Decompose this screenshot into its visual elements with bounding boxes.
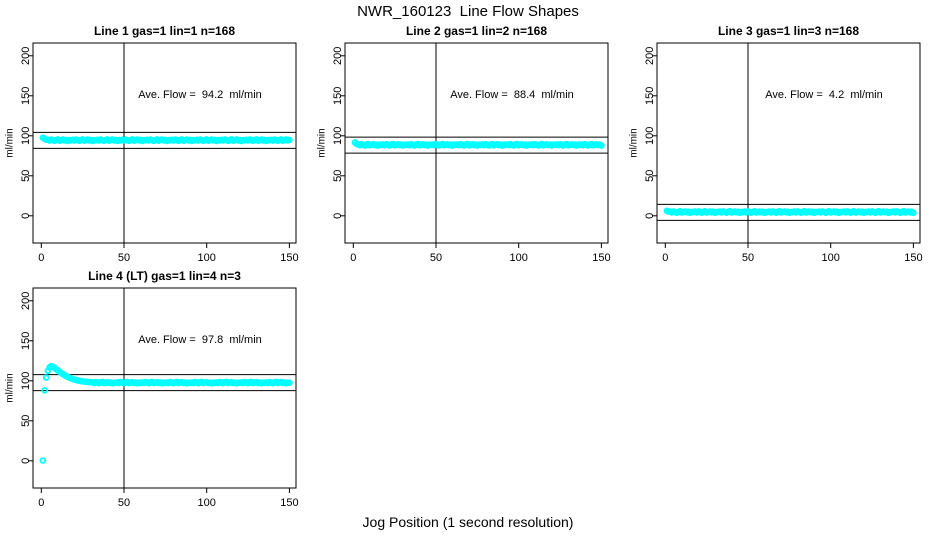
svg-text:200: 200 [332, 47, 344, 65]
svg-text:200: 200 [20, 292, 32, 310]
figure-title: NWR_160123 Line Flow Shapes [357, 3, 579, 20]
svg-text:50: 50 [332, 170, 344, 182]
svg-text:150: 150 [904, 252, 922, 264]
y-axis-ticks: 0 50 100 150 200 [20, 292, 33, 464]
x-axis-ticks: 0 50 100 150 [38, 243, 299, 264]
svg-text:100: 100 [198, 497, 216, 509]
y-axis-ticks: 0 50 100 150 200 [644, 47, 657, 219]
svg-text:100: 100 [198, 252, 216, 264]
plot-canvas-line-3: 0 50 100 150 0 50 100 150 200 [644, 42, 923, 264]
panel-title: Line 4 (LT) gas=1 lin=4 n=3 [88, 269, 241, 283]
svg-text:200: 200 [644, 47, 656, 65]
crosshair-lines [33, 288, 296, 488]
x-axis-ticks: 0 50 100 150 [38, 488, 299, 509]
plot-canvas-line-1: 0 50 100 150 0 50 100 150 200 [20, 42, 299, 264]
panel-title: Line 1 gas=1 lin=1 n=168 [93, 24, 236, 38]
svg-text:100: 100 [20, 127, 32, 145]
panel-line-3: 0 50 100 150 0 50 100 150 200 Line 3 gas=1 lin=3… [624, 20, 936, 265]
x-axis-ticks: 0 50 100 150 [350, 243, 611, 264]
svg-text:100: 100 [822, 252, 840, 264]
plot-box [344, 42, 609, 244]
svg-text:150: 150 [280, 497, 298, 509]
y-axis-ticks: 0 50 100 150 200 [332, 47, 345, 219]
svg-text:0: 0 [38, 497, 44, 509]
svg-text:150: 150 [644, 87, 656, 105]
ave-flow-annotation: Ave. Flow = 4.2 ml/min [765, 89, 883, 101]
svg-text:50: 50 [742, 252, 754, 264]
y-axis-ticks: 0 50 100 150 200 [20, 47, 33, 219]
panel-line-4: 0 50 100 150 0 50 100 150 200 Line 4 (LT) gas=1 … [0, 265, 312, 510]
ave-flow-annotation: Ave. Flow = 94.2 ml/min [138, 89, 262, 101]
x-axis-ticks: 0 50 100 150 [662, 243, 923, 264]
data-points [663, 207, 917, 217]
ave-flow-annotation: Ave. Flow = 97.8 ml/min [138, 334, 262, 346]
plot-canvas-line-4: 0 50 100 150 0 50 100 150 200 [20, 287, 299, 509]
svg-text:0: 0 [350, 252, 356, 264]
svg-text:100: 100 [20, 372, 32, 390]
x-axis-label: Jog Position (1 second resolution) [362, 514, 574, 530]
data-points [351, 139, 605, 149]
plot-canvas-line-2: 0 50 100 150 0 50 100 150 200 [332, 42, 611, 264]
svg-text:50: 50 [20, 170, 32, 182]
svg-text:0: 0 [644, 213, 656, 219]
svg-text:50: 50 [644, 170, 656, 182]
svg-text:100: 100 [510, 252, 528, 264]
y-axis-label: ml/min [4, 373, 16, 403]
svg-text:0: 0 [20, 213, 32, 219]
y-axis-label: ml/min [316, 128, 328, 158]
svg-text:150: 150 [20, 332, 32, 350]
plot-box [656, 42, 921, 244]
ave-flow-annotation: Ave. Flow = 88.4 ml/min [450, 89, 574, 101]
svg-text:150: 150 [332, 87, 344, 105]
data-points [39, 134, 293, 145]
svg-text:0: 0 [38, 252, 44, 264]
svg-text:100: 100 [332, 127, 344, 145]
plot-box [32, 287, 297, 489]
svg-text:0: 0 [20, 458, 32, 464]
panel-line-1: 0 50 100 150 0 50 100 150 200 Line 1 gas=1 lin=1… [0, 20, 312, 265]
svg-text:0: 0 [332, 213, 344, 219]
svg-text:50: 50 [20, 415, 32, 427]
svg-text:50: 50 [118, 252, 130, 264]
svg-text:150: 150 [20, 87, 32, 105]
data-points [39, 362, 293, 464]
panel-line-2: 0 50 100 150 0 50 100 150 200 Line 2 gas=1 lin=2… [312, 20, 624, 265]
svg-text:100: 100 [644, 127, 656, 145]
svg-text:150: 150 [280, 252, 298, 264]
y-axis-label: ml/min [4, 128, 16, 158]
svg-text:0: 0 [662, 252, 668, 264]
svg-text:200: 200 [20, 47, 32, 65]
svg-text:150: 150 [592, 252, 610, 264]
panel-title: Line 3 gas=1 lin=3 n=168 [717, 24, 860, 38]
svg-text:50: 50 [430, 252, 442, 264]
panel-title: Line 2 gas=1 lin=2 n=168 [405, 24, 548, 38]
svg-text:50: 50 [118, 497, 130, 509]
y-axis-label: ml/min [628, 128, 640, 158]
plot-box [32, 42, 297, 244]
